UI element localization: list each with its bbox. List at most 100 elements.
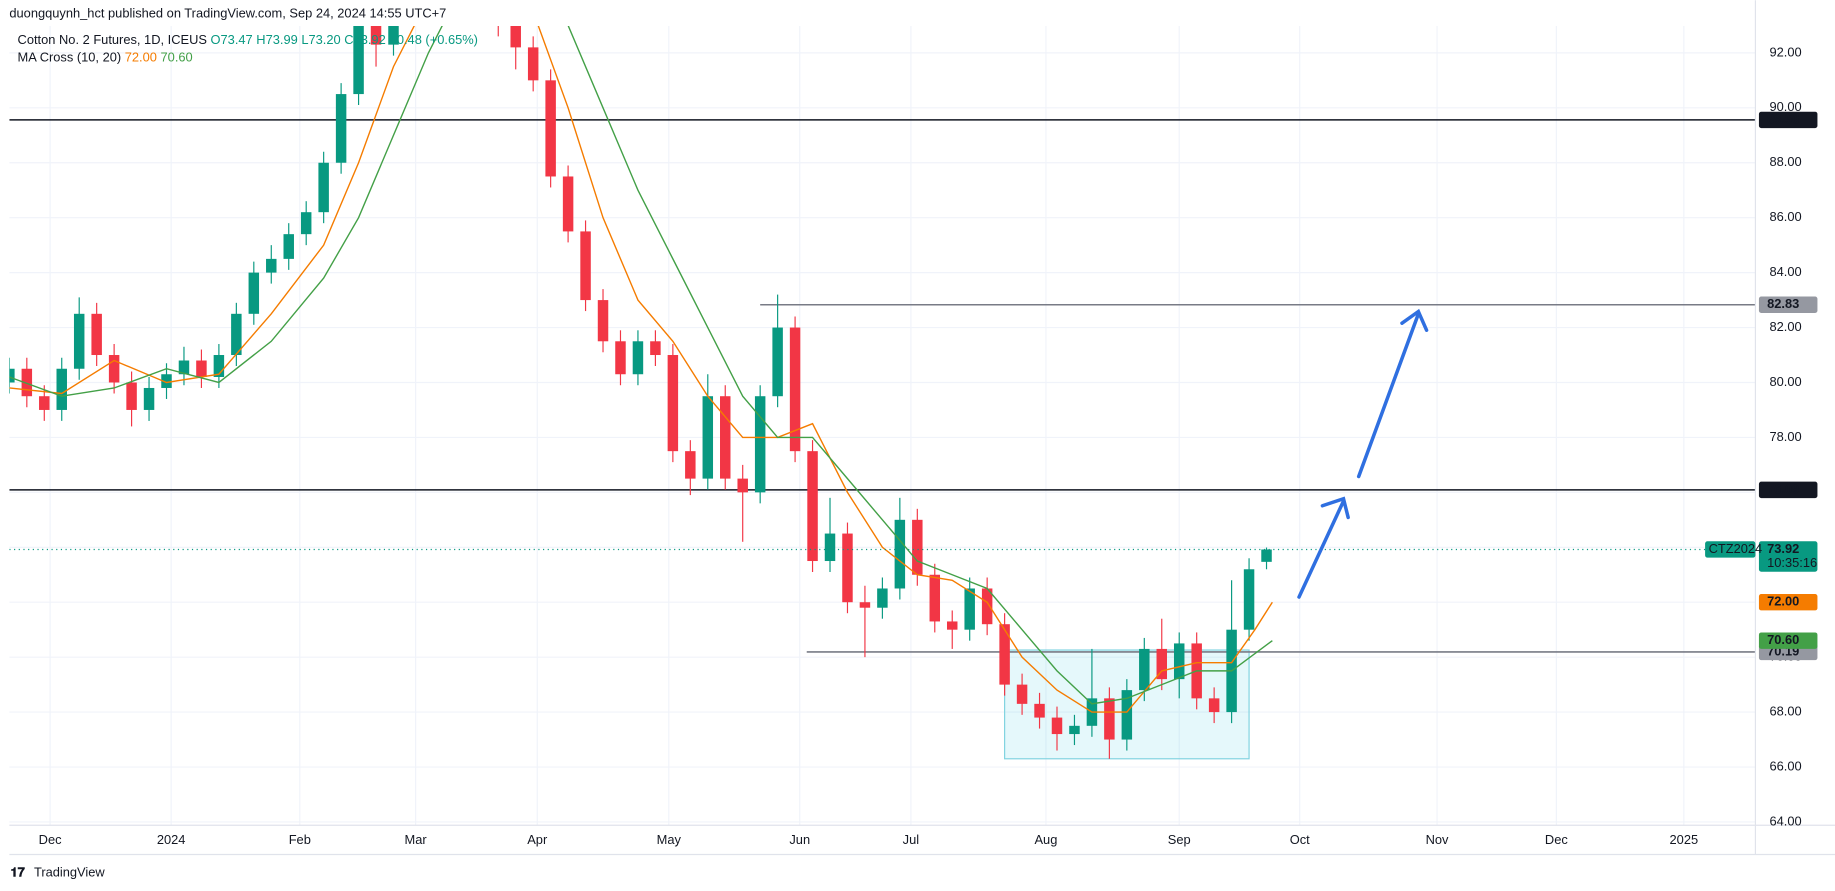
candle-body (912, 519, 923, 575)
y-tick-label: 78.00 (1769, 429, 1801, 444)
candle-body (1034, 703, 1045, 718)
candle-body (789, 327, 801, 452)
candle-body (9, 368, 15, 383)
x-tick-label: Sep (1168, 832, 1191, 847)
x-tick-label: Apr (527, 832, 548, 847)
ma-value: 72.00 (125, 50, 157, 65)
y-tick-label: 84.00 (1769, 264, 1801, 279)
y-tick-label: 80.00 (1769, 374, 1801, 389)
candle-body (370, 25, 382, 45)
legend: Cotton No. 2 Futures, 1D, ICEUS O73.47 H… (18, 33, 478, 48)
ma-label: 72.00 (1767, 594, 1799, 609)
candle-body (178, 360, 190, 375)
x-tick-label: Dec (39, 832, 62, 847)
x-tick-label: 2024 (157, 832, 186, 847)
y-tick-label: 90.00 (1769, 99, 1801, 114)
arrow-head (1400, 308, 1429, 332)
y-tick-label: 66.00 (1769, 758, 1801, 773)
level-label-box (1758, 111, 1818, 129)
x-tick-label: Jun (789, 832, 810, 847)
candle-body (842, 533, 853, 603)
arrow-head (1320, 496, 1350, 520)
legend-field: H73.99 (256, 33, 297, 48)
x-tick-label: Mar (405, 832, 428, 847)
candle-body (1261, 549, 1272, 562)
candle-body (1104, 698, 1115, 740)
candle-body (1121, 690, 1133, 740)
candle-body (772, 327, 783, 397)
candle-body (999, 624, 1010, 685)
candle-body (476, 0, 486, 3)
candle-body (108, 355, 120, 383)
logo: 𝟏𝟕 (11, 865, 26, 880)
level-label: 89.56 (1767, 111, 1799, 126)
countdown: 10:35:16 (1767, 555, 1817, 570)
y-tick-label: 92.00 (1769, 44, 1801, 59)
candle-body (1243, 569, 1255, 630)
candle-body (161, 374, 172, 388)
candle-body (807, 451, 818, 562)
symbol-box (1705, 541, 1756, 558)
candle-body (1173, 643, 1185, 680)
candle-body (981, 588, 993, 625)
last-price-box (1758, 541, 1818, 572)
candle-body (353, 25, 364, 95)
indicator: MA Cross (10, 20) (18, 50, 122, 65)
candle-body (1208, 698, 1220, 713)
ma-value: 70.60 (161, 50, 193, 65)
candle-body (73, 313, 85, 369)
candle-body (824, 533, 836, 562)
candle-body (877, 588, 888, 608)
x-tick-label: Feb (289, 832, 311, 847)
brand: TradingView (34, 865, 105, 880)
legend-field: O73.47 (211, 33, 253, 48)
candle-body (545, 80, 556, 177)
candle-body (126, 382, 137, 410)
attribution: duongquynh_hct published on TradingView.… (9, 6, 446, 21)
candle-body (1016, 684, 1028, 704)
candle-body (754, 396, 766, 493)
last-price: 73.92 (1767, 541, 1799, 556)
candle-body (562, 176, 574, 232)
y-tick-label: 68.00 (1769, 703, 1801, 718)
ma-label-box (1758, 594, 1818, 611)
y-tick-label: 82.00 (1769, 319, 1801, 334)
candle-body (56, 368, 67, 410)
candle-body (720, 396, 731, 479)
candle-body (527, 47, 539, 81)
candle-body (632, 341, 644, 375)
arrow (1356, 312, 1421, 479)
ma-label-box (1758, 632, 1818, 649)
candle-body (21, 368, 33, 397)
candle-body (580, 231, 591, 301)
candle-body (597, 300, 609, 342)
y-tick-label: 88.00 (1769, 154, 1801, 169)
candle-body (964, 588, 975, 630)
candle-body (615, 341, 626, 375)
candle-body (231, 313, 242, 356)
ma-label: 70.60 (1767, 632, 1799, 647)
legend-field: C73.92 (344, 33, 385, 48)
legend-symbol: Cotton No. 2 Futures, 1D, ICEUS (18, 33, 207, 48)
candle-body (1139, 648, 1150, 691)
candle-body (196, 360, 207, 377)
candle-body (1156, 648, 1167, 680)
ma-line (9, 25, 1273, 713)
x-tick-label: Dec (1545, 832, 1568, 847)
candle-body (283, 234, 294, 259)
y-tick-label: 64.00 (1769, 813, 1801, 828)
x-tick-label: Aug (1034, 832, 1057, 847)
arrow (1297, 499, 1346, 599)
x-tick-label: Jul (903, 832, 919, 847)
candle-body (248, 272, 260, 314)
symbol-label: CTZ2024 (1709, 541, 1763, 556)
candle-body (1069, 725, 1080, 735)
candle-body (702, 396, 714, 479)
candle-body (213, 355, 225, 377)
candle-body (39, 396, 50, 410)
candle-body (266, 258, 277, 273)
level-label-box (1758, 481, 1818, 499)
arrows (1297, 308, 1429, 599)
candle-body (946, 621, 958, 630)
